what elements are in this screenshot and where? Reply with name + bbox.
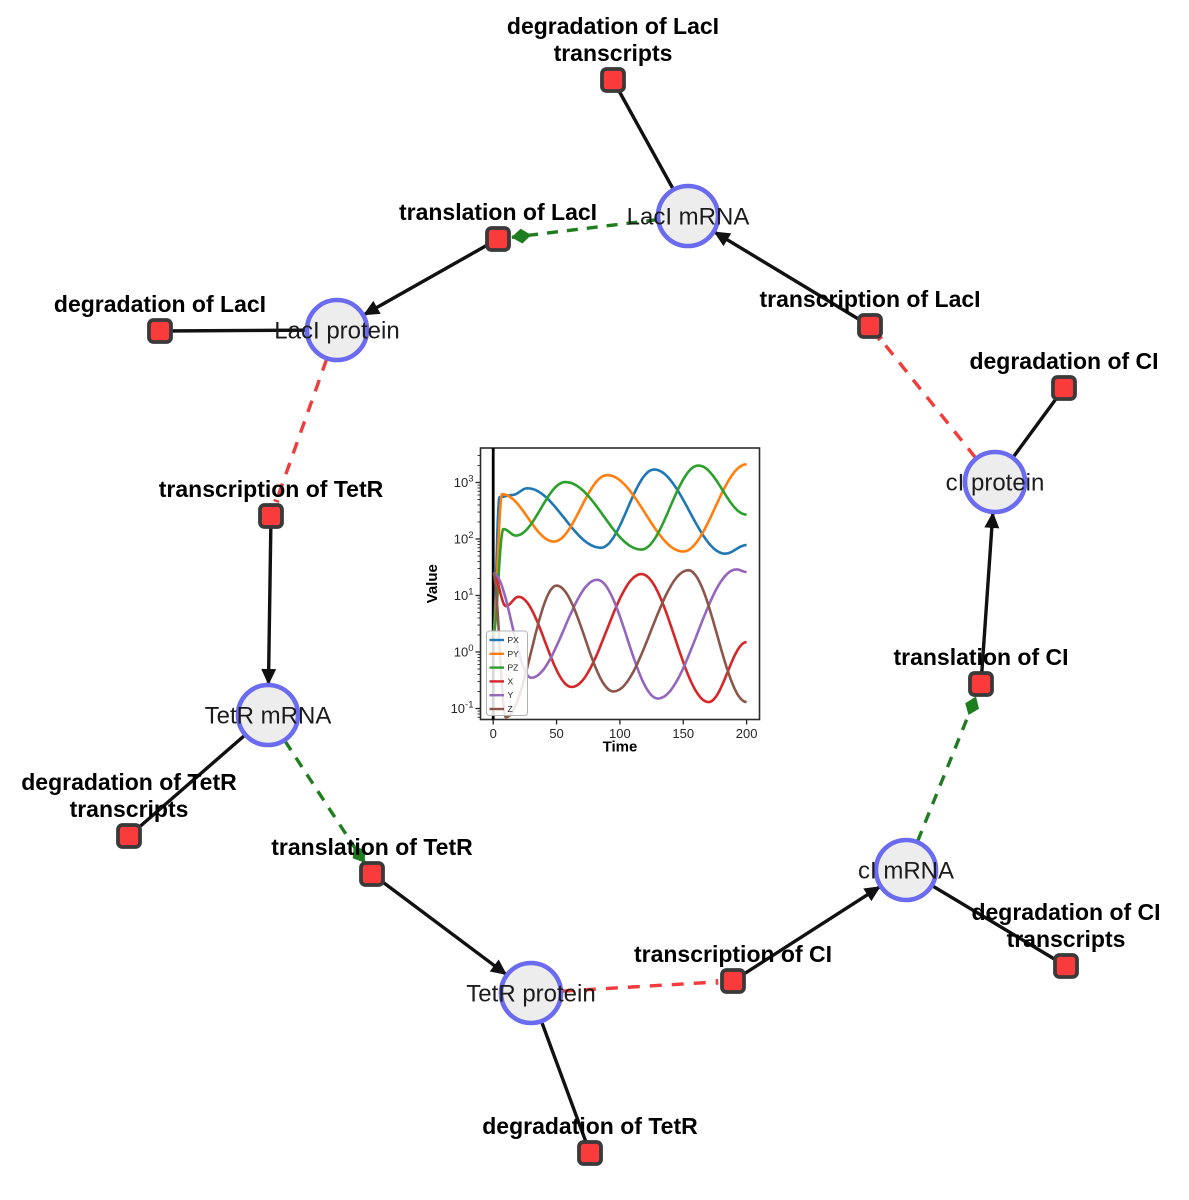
reaction-label-transl_tetR: translation of TetR (271, 834, 473, 860)
reaction-label-deg_tetR: degradation of TetR (482, 1113, 698, 1139)
species-label-tetR_mRNA: TetR mRNA (205, 703, 332, 730)
y-tick-label: 102 (454, 530, 474, 547)
edge-inhibition-cI_protein-to-transc_lacI (877, 335, 977, 459)
reaction-node-transc_tetR (258, 503, 284, 529)
reaction-node-transc_lacI (857, 313, 883, 339)
reaction-label-deg_cI: degradation of CI (969, 348, 1158, 374)
x-tick-label: 100 (609, 726, 631, 741)
reaction-label-transc_tetR: transcription of TetR (159, 476, 384, 502)
species-label-cI_mRNA: cI mRNA (858, 858, 954, 885)
reaction-node-transc_cI (720, 968, 746, 994)
reaction-label-transc_lacI: transcription of LacI (759, 286, 980, 312)
x-tick-label: 150 (672, 726, 694, 741)
reaction-node-deg_lacI (147, 318, 173, 344)
reaction-node-transl_lacI (485, 226, 511, 252)
y-tick-label: 100 (454, 643, 474, 660)
legend-label-Z: Z (508, 704, 513, 714)
legend-label-X: X (508, 676, 514, 686)
edge-inhibition-lacI_protein-to-transc_tetR (273, 358, 329, 503)
reaction-node-transl_cI (968, 671, 994, 697)
legend-label-PX: PX (508, 635, 520, 645)
y-axis-label: Value (424, 564, 441, 603)
nodes-layer (116, 67, 1079, 1166)
reaction-node-deg_tetR (577, 1140, 603, 1166)
species-node-tetR_protein (498, 960, 564, 1026)
species-label-lacI_mRNA: LacI mRNA (627, 204, 750, 231)
plot-series-PY (492, 463, 747, 636)
species-node-tetR_mRNA (235, 682, 301, 748)
species-label-lacI_protein: LacI protein (274, 318, 399, 345)
inset-plot: 0 50 100 150 20010-1100101102103TimeValuePXP… (424, 447, 761, 756)
edge-inhibition-tetR_protein-to-transc_cI (561, 978, 719, 993)
reaction-label-deg_lacI_tx: degradation of LacI transcripts (507, 13, 719, 66)
edge-production-transl_tetR-to-tetR_protein (370, 872, 508, 976)
reaction-node-deg_cI_tx (1053, 953, 1079, 979)
y-tick-label: 10-1 (451, 700, 474, 717)
x-axis-label: Time (603, 739, 638, 756)
edge-production-transc_cI-to-cI_mRNA (732, 885, 881, 983)
species-node-cI_protein (962, 449, 1028, 515)
species-label-cI_protein: cI protein (946, 470, 1045, 497)
reaction-label-transl_lacI: translation of LacI (399, 199, 597, 225)
reaction-label-deg_lacI: degradation of LacI (54, 291, 266, 317)
reaction-node-deg_lacI_tx (600, 67, 626, 93)
reaction-label-transl_cI: translation of CI (893, 644, 1068, 670)
edge-production-transl_cI-to-cI_protein (979, 511, 1000, 685)
reaction-node-transl_tetR (359, 861, 385, 887)
y-tick-label: 101 (454, 587, 474, 604)
reaction-node-deg_tetR_tx (116, 823, 142, 849)
reaction-node-deg_cI (1051, 375, 1077, 401)
species-node-cI_mRNA (873, 837, 939, 903)
species-node-lacI_mRNA (655, 183, 721, 249)
edge-catalysis-lacI_mRNA-to-transl_lacI (511, 218, 658, 244)
edge-production-transc_lacI-to-lacI_mRNA (713, 230, 871, 328)
edge-catalysis-tetR_mRNA-to-transl_tetR (283, 740, 366, 864)
x-tick-label: 200 (736, 726, 758, 741)
reaction-label-deg_tetR_tx: degradation of TetR transcripts (21, 769, 237, 822)
species-label-tetR_protein: TetR protein (466, 981, 595, 1008)
legend-label-Y: Y (508, 690, 514, 700)
plot-series-PZ (492, 464, 747, 636)
species-node-lacI_protein (304, 297, 370, 363)
legend-label-PY: PY (508, 649, 520, 659)
edge-production-transl_lacI-to-lacI_protein (363, 237, 499, 317)
legend-label-PZ: PZ (508, 663, 519, 673)
x-tick-label: 0 (490, 726, 497, 741)
reaction-label-deg_cI_tx: degradation of CI transcripts (971, 899, 1160, 952)
reaction-label-transc_cI: transcription of CI (634, 941, 832, 967)
x-tick-label: 50 (549, 726, 563, 741)
edge-catalysis-cI_mRNA-to-transl_cI (916, 696, 980, 842)
edge-production-transc_tetR-to-tetR_mRNA (261, 515, 277, 686)
labels-layer: LacI mRNA LacI protein TetR mRNA TetR prote… (21, 13, 1160, 1139)
plot-series-X (492, 571, 747, 704)
y-tick-label: 103 (454, 474, 474, 491)
plot-legend: PX PY PZ XYZ (486, 630, 528, 716)
